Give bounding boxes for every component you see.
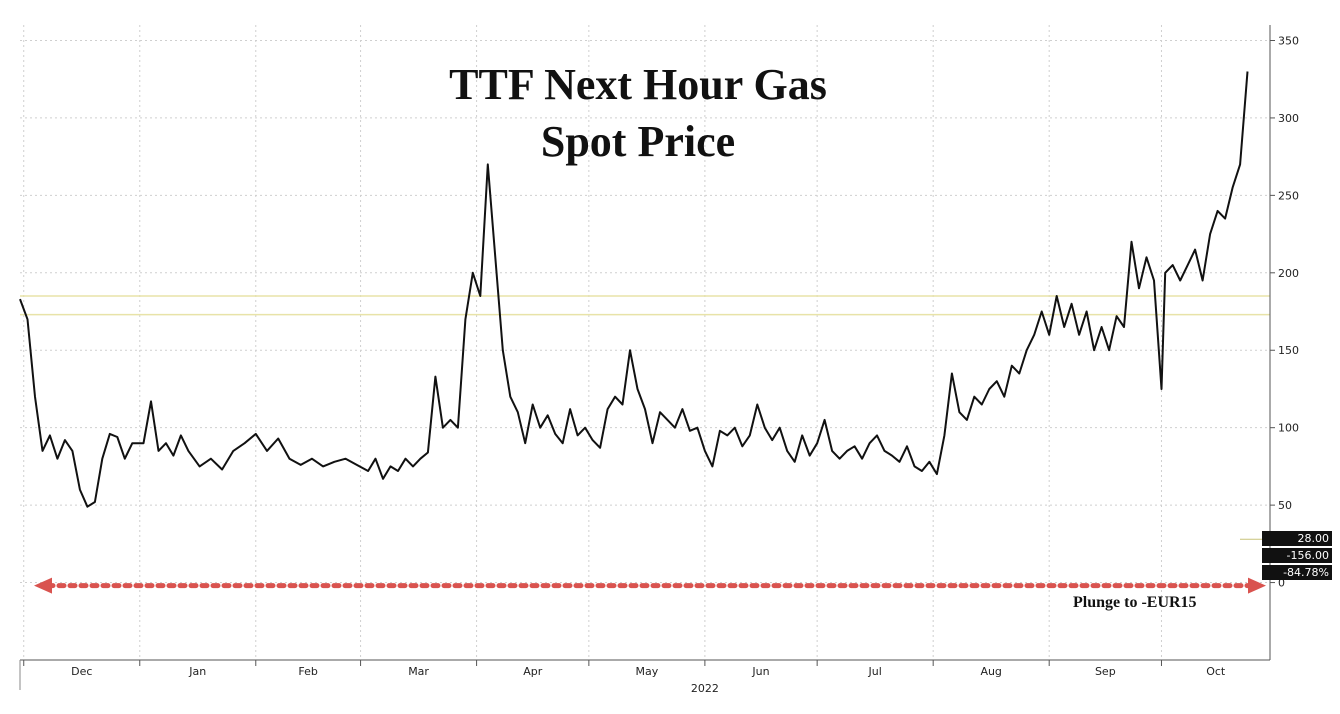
x-tick-label: Apr (523, 665, 543, 678)
x-tick-label: Aug (980, 665, 1001, 678)
reference-lines (20, 295, 1270, 540)
plunge-annotation: Plunge to -EUR15 (1073, 594, 1197, 611)
y-tick-label: 300 (1278, 112, 1299, 125)
x-tick-label: Oct (1206, 665, 1226, 678)
change-percent-tag: -84.78% (1262, 565, 1332, 580)
y-tick-label: 100 (1278, 422, 1299, 435)
chart-title-line-2: Spot Price (540, 117, 736, 166)
x-tick-label: May (635, 665, 658, 678)
y-tick-label: 50 (1278, 499, 1292, 512)
x-tick-label: Jan (188, 665, 206, 678)
x-year-label: 2022 (691, 682, 719, 695)
x-tick-label: Mar (408, 665, 429, 678)
y-tick-label: 150 (1278, 344, 1299, 357)
x-tick-label: Jun (751, 665, 769, 678)
series-layer (19, 71, 1249, 508)
x-tick-label: Jul (868, 665, 882, 678)
arrow-head-left (34, 577, 52, 594)
chart-title-line-1: TTF Next Hour Gas (449, 60, 827, 109)
plunge-arrow (34, 577, 1266, 594)
x-tick-label: Dec (71, 665, 92, 678)
gridlines (20, 25, 1270, 660)
y-tick-label: 250 (1278, 189, 1299, 202)
y-tick-label: 200 (1278, 267, 1299, 280)
x-tick-label: Sep (1095, 665, 1116, 678)
arrow-head-right (1248, 577, 1266, 594)
price-series-line (19, 71, 1249, 508)
change-value-tag: -156.00 (1262, 548, 1332, 563)
last-value-tag: 28.00 (1262, 531, 1332, 546)
y-tick-label: 350 (1278, 34, 1299, 47)
y-tick-label: 0 (1278, 577, 1285, 590)
x-tick-label: Feb (298, 665, 317, 678)
